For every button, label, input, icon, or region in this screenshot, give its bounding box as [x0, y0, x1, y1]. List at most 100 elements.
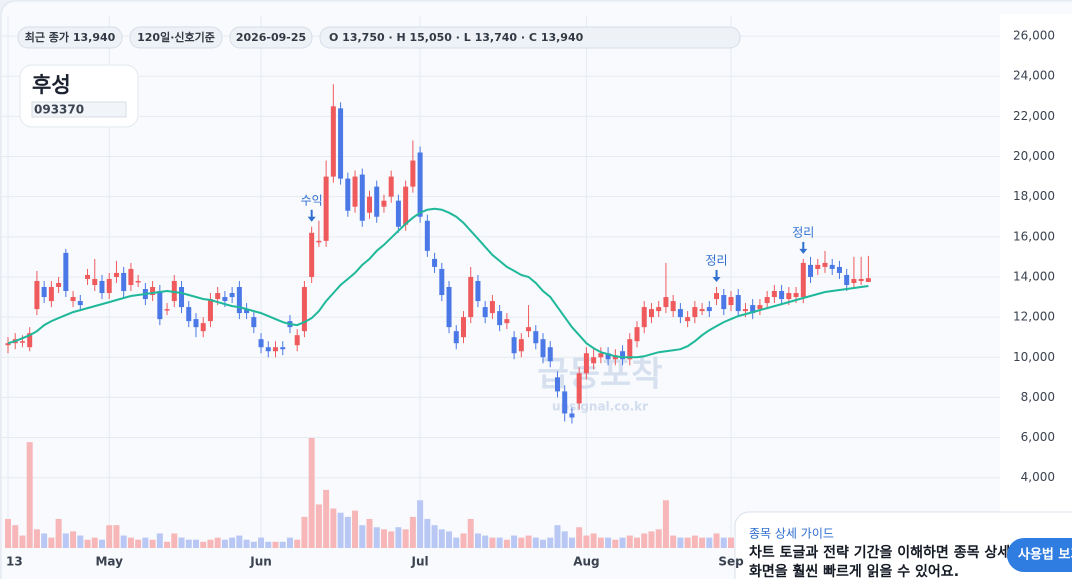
- candle-body: [670, 301, 676, 312]
- candle-body: [721, 295, 727, 310]
- candle-body: [273, 347, 279, 352]
- candle-body: [113, 272, 119, 277]
- candle-body: [735, 295, 741, 312]
- stock-code: 093370: [34, 103, 84, 117]
- guide-title: 종목 상세 가이드: [749, 527, 834, 541]
- candle-body: [511, 337, 517, 354]
- candle-body: [742, 309, 748, 312]
- volume-bar: [221, 539, 228, 548]
- volume-bar: [135, 539, 142, 548]
- candle-body: [395, 200, 401, 227]
- volume-bar: [308, 438, 315, 548]
- volume-bar: [489, 537, 496, 548]
- candle-body: [641, 307, 647, 328]
- volume-bar: [540, 539, 547, 548]
- y-axis-area: [1000, 14, 1072, 554]
- candle-body: [446, 287, 452, 328]
- chips: 최근 종가 13,940 120일·신호기준 2026-09-25 O 13,7…: [17, 26, 741, 49]
- volume-bar: [286, 537, 293, 548]
- volume-bar: [200, 541, 207, 548]
- annotation-label: 정리: [792, 225, 814, 239]
- volume-bar: [677, 537, 684, 548]
- candle-body: [504, 319, 510, 324]
- volume-bar: [431, 525, 438, 548]
- candle-body: [540, 339, 546, 358]
- candle-body: [656, 307, 662, 312]
- chip: [229, 26, 313, 49]
- volume-bar: [417, 500, 424, 548]
- y-tick-label: 12,000: [1013, 310, 1055, 324]
- candle-body: [771, 291, 777, 298]
- volume-bar: [359, 525, 366, 548]
- candle-body: [576, 373, 582, 404]
- candle-body: [222, 297, 228, 302]
- volume-bar: [496, 537, 503, 548]
- candle-body: [244, 309, 250, 314]
- volume-bar: [48, 537, 55, 548]
- candle-body: [699, 309, 705, 312]
- volume-bar: [670, 535, 677, 548]
- candle-body: [164, 309, 170, 311]
- guide-line: 화면을 훨씬 빠르게 읽을 수 있어요.: [749, 563, 959, 579]
- candle-body: [829, 264, 835, 269]
- candle-body: [728, 297, 734, 306]
- candle-body: [648, 309, 654, 318]
- volume-bar: [258, 537, 265, 548]
- volume-bar: [525, 535, 532, 548]
- volume-bar: [380, 529, 387, 548]
- candle-body: [359, 174, 365, 221]
- volume-bar: [460, 533, 467, 548]
- candle-body: [265, 347, 271, 352]
- candle-body: [338, 108, 344, 179]
- volume-bar: [330, 508, 337, 548]
- chip-text: 2026-09-25: [236, 31, 306, 44]
- candle-body: [301, 287, 307, 332]
- candle-body: [757, 305, 763, 310]
- volume-bar: [605, 537, 612, 548]
- guide-button[interactable]: [1007, 538, 1072, 572]
- volume-bar: [142, 537, 149, 548]
- volume-bar: [547, 537, 554, 548]
- candle-body: [34, 280, 40, 310]
- guide-card: 종목 상세 가이드 차트 토글과 전략 기간을 이해하면 종목 상세 화면을 훨…: [734, 511, 1072, 579]
- candle-body: [316, 240, 322, 243]
- candle-body: [815, 264, 821, 269]
- candle-body: [620, 351, 626, 360]
- candle-body: [489, 301, 495, 314]
- volume-bar: [373, 527, 380, 548]
- y-tick-label: 8,000: [1021, 390, 1055, 404]
- candle-body: [822, 262, 828, 267]
- volume-bar: [70, 531, 77, 548]
- x-tick-label: Jul: [411, 555, 429, 569]
- volume-bar: [178, 537, 185, 548]
- candle-body: [352, 176, 358, 207]
- candle-body: [179, 287, 185, 308]
- volume-bar: [554, 525, 561, 548]
- volume-bar: [706, 537, 713, 548]
- volume-bar: [229, 537, 236, 548]
- volume-bar: [127, 537, 134, 548]
- candle-body: [453, 331, 459, 344]
- volume-bar: [120, 535, 127, 548]
- candle-body: [381, 200, 387, 207]
- volume-bar: [164, 541, 171, 548]
- volume-bar: [626, 535, 633, 548]
- x-tick-label: 13: [6, 555, 23, 569]
- candle-body: [106, 278, 112, 294]
- candle-body: [92, 278, 98, 285]
- volume-bar: [344, 516, 351, 548]
- candle-body: [793, 293, 799, 298]
- volume-bar: [402, 529, 409, 548]
- candle-body: [345, 178, 351, 211]
- candle-body: [236, 287, 242, 314]
- candle-body: [583, 353, 589, 374]
- y-tick-label: 16,000: [1013, 229, 1055, 243]
- volume-bar: [279, 541, 286, 548]
- chip-text: 120일·신호기준: [137, 30, 215, 44]
- volume-bar: [684, 537, 691, 548]
- candle-body: [482, 307, 488, 318]
- y-tick-label: 24,000: [1013, 69, 1055, 83]
- volume-bar: [474, 533, 481, 548]
- volume-bar: [597, 537, 604, 548]
- guide-button-label[interactable]: 사용법 보기: [1018, 547, 1072, 563]
